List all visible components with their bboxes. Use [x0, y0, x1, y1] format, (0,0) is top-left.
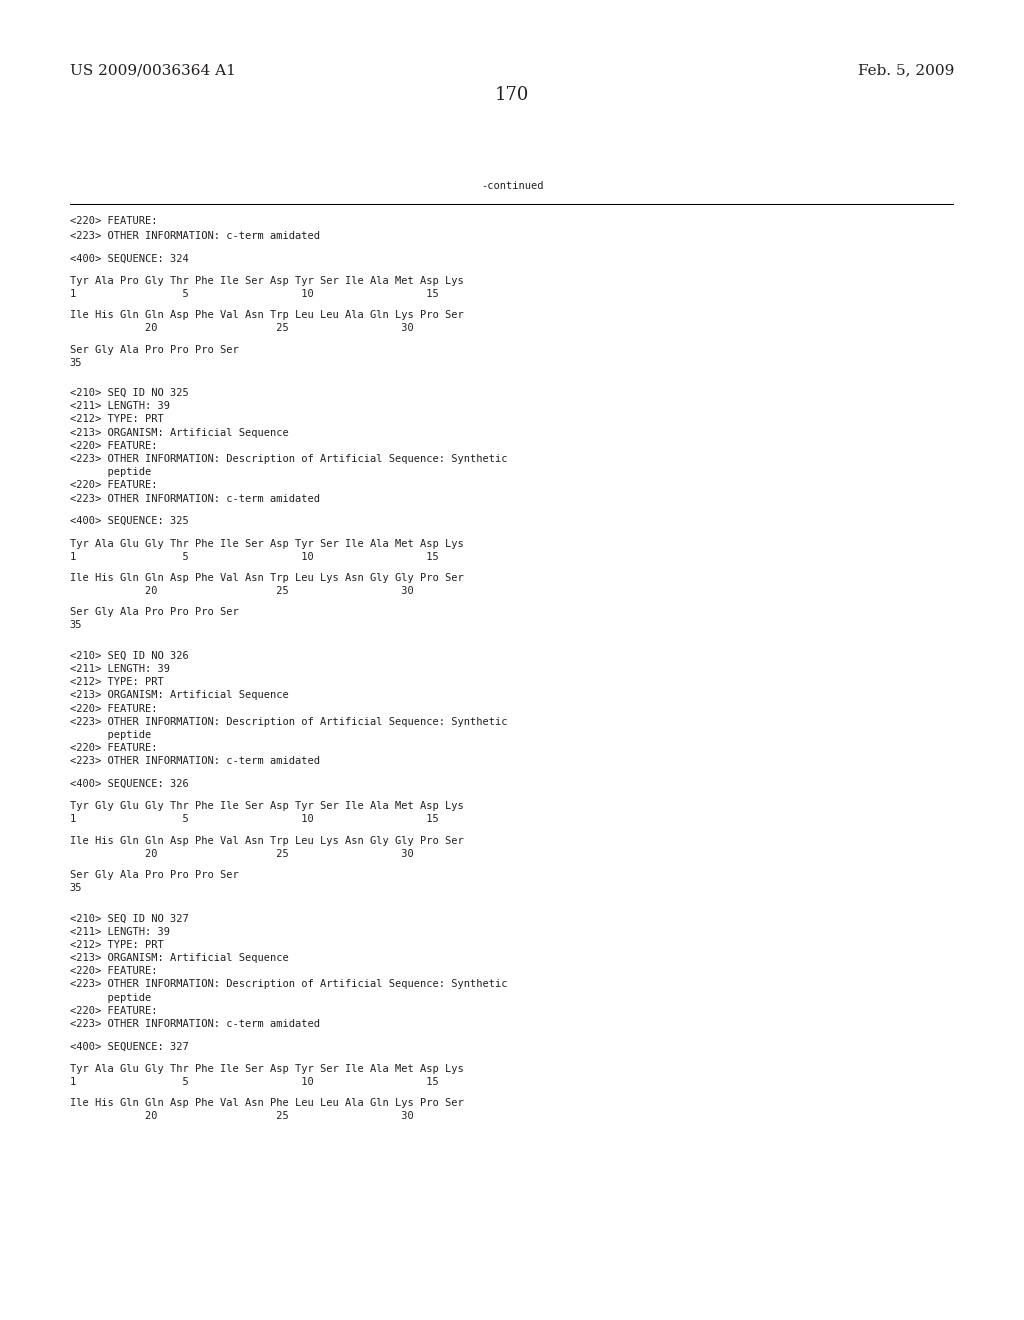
Text: Ile His Gln Gln Asp Phe Val Asn Phe Leu Leu Ala Gln Lys Pro Ser: Ile His Gln Gln Asp Phe Val Asn Phe Leu … — [70, 1098, 464, 1109]
Text: <400> SEQUENCE: 327: <400> SEQUENCE: 327 — [70, 1041, 188, 1052]
Text: Tyr Ala Glu Gly Thr Phe Ile Ser Asp Tyr Ser Ile Ala Met Asp Lys: Tyr Ala Glu Gly Thr Phe Ile Ser Asp Tyr … — [70, 539, 464, 549]
Text: Feb. 5, 2009: Feb. 5, 2009 — [858, 63, 954, 78]
Text: Tyr Gly Glu Gly Thr Phe Ile Ser Asp Tyr Ser Ile Ala Met Asp Lys: Tyr Gly Glu Gly Thr Phe Ile Ser Asp Tyr … — [70, 801, 464, 812]
Text: <223> OTHER INFORMATION: c-term amidated: <223> OTHER INFORMATION: c-term amidated — [70, 1019, 319, 1030]
Text: peptide: peptide — [70, 993, 151, 1003]
Text: <220> FEATURE:: <220> FEATURE: — [70, 966, 157, 977]
Text: 20                   25                  30: 20 25 30 — [70, 849, 414, 859]
Text: Ser Gly Ala Pro Pro Pro Ser: Ser Gly Ala Pro Pro Pro Ser — [70, 607, 239, 618]
Text: <210> SEQ ID NO 326: <210> SEQ ID NO 326 — [70, 651, 188, 661]
Text: <220> FEATURE:: <220> FEATURE: — [70, 1006, 157, 1016]
Text: <212> TYPE: PRT: <212> TYPE: PRT — [70, 414, 164, 425]
Text: 35: 35 — [70, 883, 82, 894]
Text: 20                   25                  30: 20 25 30 — [70, 323, 414, 334]
Text: 1                 5                  10                  15: 1 5 10 15 — [70, 814, 438, 825]
Text: <400> SEQUENCE: 325: <400> SEQUENCE: 325 — [70, 516, 188, 527]
Text: 1                 5                  10                  15: 1 5 10 15 — [70, 289, 438, 300]
Text: <223> OTHER INFORMATION: Description of Artificial Sequence: Synthetic: <223> OTHER INFORMATION: Description of … — [70, 979, 507, 990]
Text: peptide: peptide — [70, 730, 151, 741]
Text: <220> FEATURE:: <220> FEATURE: — [70, 480, 157, 491]
Text: <211> LENGTH: 39: <211> LENGTH: 39 — [70, 927, 170, 937]
Text: 170: 170 — [495, 86, 529, 104]
Text: peptide: peptide — [70, 467, 151, 478]
Text: Ile His Gln Gln Asp Phe Val Asn Trp Leu Leu Ala Gln Lys Pro Ser: Ile His Gln Gln Asp Phe Val Asn Trp Leu … — [70, 310, 464, 321]
Text: <213> ORGANISM: Artificial Sequence: <213> ORGANISM: Artificial Sequence — [70, 428, 289, 438]
Text: Tyr Ala Glu Gly Thr Phe Ile Ser Asp Tyr Ser Ile Ala Met Asp Lys: Tyr Ala Glu Gly Thr Phe Ile Ser Asp Tyr … — [70, 1064, 464, 1074]
Text: <223> OTHER INFORMATION: c-term amidated: <223> OTHER INFORMATION: c-term amidated — [70, 494, 319, 504]
Text: <211> LENGTH: 39: <211> LENGTH: 39 — [70, 664, 170, 675]
Text: -continued: -continued — [480, 181, 544, 191]
Text: Ser Gly Ala Pro Pro Pro Ser: Ser Gly Ala Pro Pro Pro Ser — [70, 345, 239, 355]
Text: <212> TYPE: PRT: <212> TYPE: PRT — [70, 940, 164, 950]
Text: <211> LENGTH: 39: <211> LENGTH: 39 — [70, 401, 170, 412]
Text: <220> FEATURE:: <220> FEATURE: — [70, 743, 157, 754]
Text: <213> ORGANISM: Artificial Sequence: <213> ORGANISM: Artificial Sequence — [70, 953, 289, 964]
Text: Ser Gly Ala Pro Pro Pro Ser: Ser Gly Ala Pro Pro Pro Ser — [70, 870, 239, 880]
Text: <213> ORGANISM: Artificial Sequence: <213> ORGANISM: Artificial Sequence — [70, 690, 289, 701]
Text: <220> FEATURE:: <220> FEATURE: — [70, 704, 157, 714]
Text: 1                 5                  10                  15: 1 5 10 15 — [70, 552, 438, 562]
Text: <400> SEQUENCE: 324: <400> SEQUENCE: 324 — [70, 253, 188, 264]
Text: <220> FEATURE:: <220> FEATURE: — [70, 441, 157, 451]
Text: <223> OTHER INFORMATION: c-term amidated: <223> OTHER INFORMATION: c-term amidated — [70, 756, 319, 767]
Text: 35: 35 — [70, 620, 82, 631]
Text: 20                   25                  30: 20 25 30 — [70, 1111, 414, 1122]
Text: <223> OTHER INFORMATION: Description of Artificial Sequence: Synthetic: <223> OTHER INFORMATION: Description of … — [70, 454, 507, 465]
Text: <223> OTHER INFORMATION: c-term amidated: <223> OTHER INFORMATION: c-term amidated — [70, 231, 319, 242]
Text: <400> SEQUENCE: 326: <400> SEQUENCE: 326 — [70, 779, 188, 789]
Text: Ile His Gln Gln Asp Phe Val Asn Trp Leu Lys Asn Gly Gly Pro Ser: Ile His Gln Gln Asp Phe Val Asn Trp Leu … — [70, 836, 464, 846]
Text: 35: 35 — [70, 358, 82, 368]
Text: <212> TYPE: PRT: <212> TYPE: PRT — [70, 677, 164, 688]
Text: US 2009/0036364 A1: US 2009/0036364 A1 — [70, 63, 236, 78]
Text: Ile His Gln Gln Asp Phe Val Asn Trp Leu Lys Asn Gly Gly Pro Ser: Ile His Gln Gln Asp Phe Val Asn Trp Leu … — [70, 573, 464, 583]
Text: Tyr Ala Pro Gly Thr Phe Ile Ser Asp Tyr Ser Ile Ala Met Asp Lys: Tyr Ala Pro Gly Thr Phe Ile Ser Asp Tyr … — [70, 276, 464, 286]
Text: 20                   25                  30: 20 25 30 — [70, 586, 414, 597]
Text: <220> FEATURE:: <220> FEATURE: — [70, 216, 157, 227]
Text: <210> SEQ ID NO 325: <210> SEQ ID NO 325 — [70, 388, 188, 399]
Text: <210> SEQ ID NO 327: <210> SEQ ID NO 327 — [70, 913, 188, 924]
Text: 1                 5                  10                  15: 1 5 10 15 — [70, 1077, 438, 1088]
Text: <223> OTHER INFORMATION: Description of Artificial Sequence: Synthetic: <223> OTHER INFORMATION: Description of … — [70, 717, 507, 727]
